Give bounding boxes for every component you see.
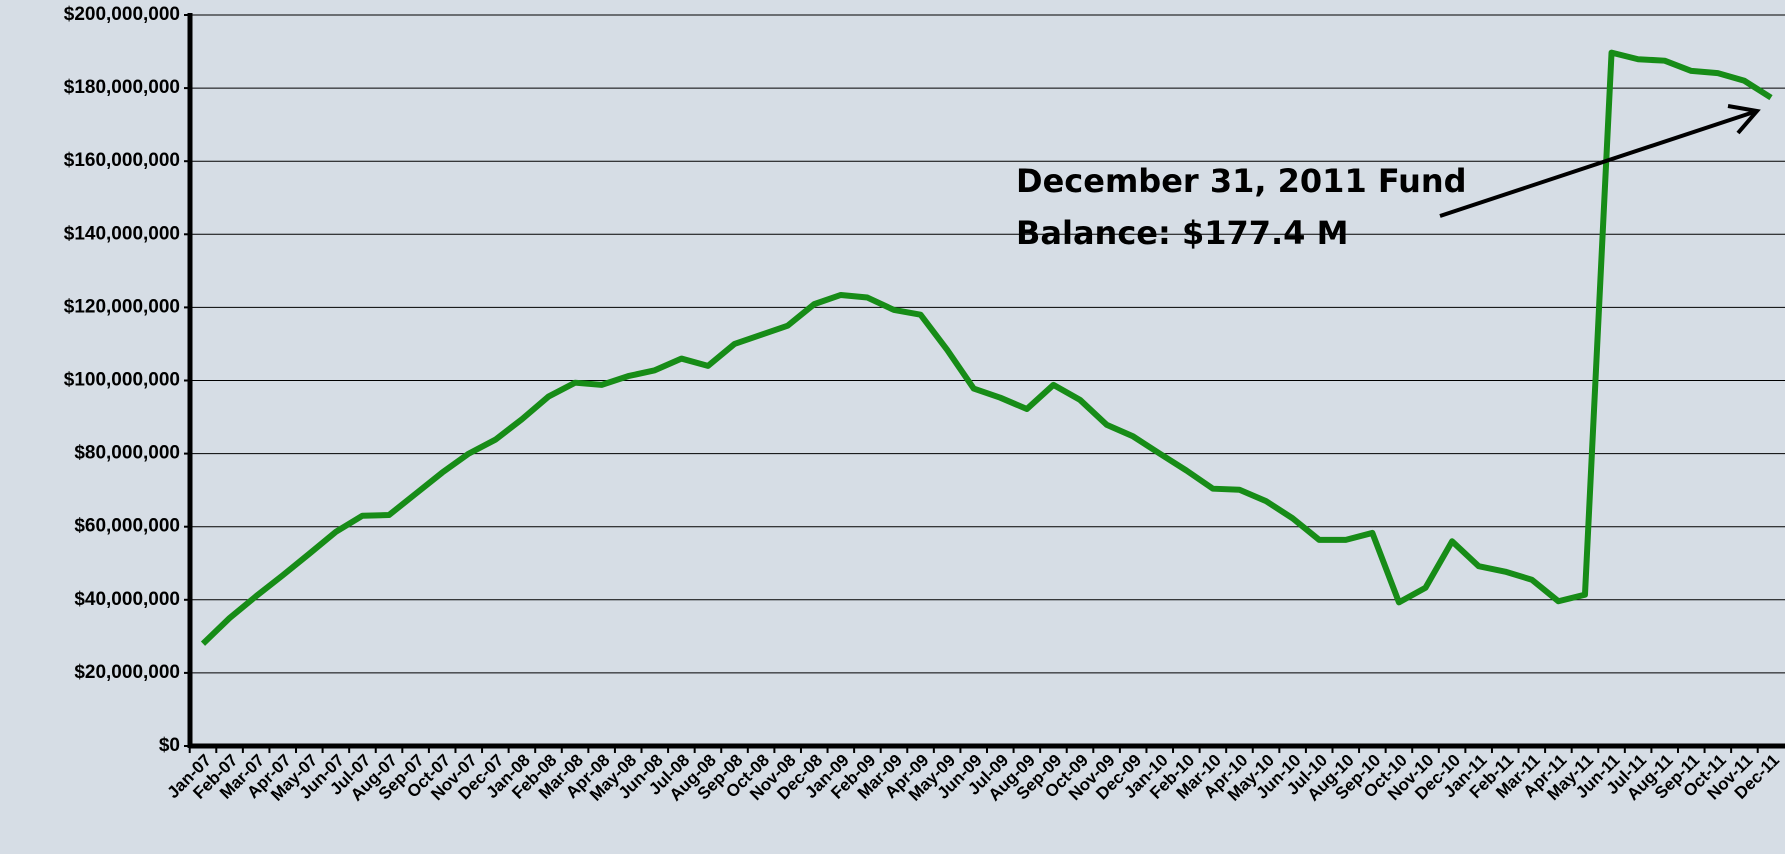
y-tick-label: $160,000,000 (64, 150, 180, 171)
y-tick-label: $140,000,000 (64, 223, 180, 244)
annotation-line: Balance: $177.4 M (1016, 214, 1348, 252)
y-tick-label: $20,000,000 (74, 662, 180, 683)
plot: $0 $20,000,000 $40,000,000 $60,000,000 $80,0… (64, 4, 1785, 805)
y-tick-label: $60,000,000 (74, 516, 180, 537)
series-line (200, 49, 1773, 646)
annotation-arrow (1439, 109, 1758, 218)
annotation-arrowhead (1727, 104, 1761, 135)
y-tick-label: $0 (159, 735, 180, 756)
annotation-line: December 31, 2011 Fund (1016, 162, 1467, 200)
y-tick-label: $200,000,000 (64, 4, 180, 25)
y-tick-label: $120,000,000 (64, 296, 180, 317)
y-tick-label: $80,000,000 (74, 443, 180, 464)
y-tick-label: $180,000,000 (64, 77, 180, 98)
y-tick-label: $40,000,000 (74, 589, 180, 610)
y-tick-label: $100,000,000 (64, 370, 180, 391)
